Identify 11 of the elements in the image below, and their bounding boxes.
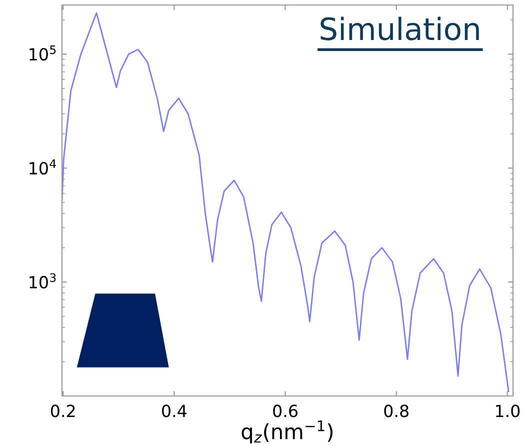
y-tick-label: 10$^{4}$ <box>30 159 56 175</box>
x-axis-title: q$_{z}$(nm$^{−1}$) <box>242 420 333 444</box>
x-tick-label: 0.2 <box>50 404 75 418</box>
x-tick-label: 0.6 <box>273 404 298 418</box>
y-tick-label: 10$^{5}$ <box>30 45 56 61</box>
annotation: Simulation <box>320 16 479 40</box>
x-tick-label: 1.0 <box>496 404 520 418</box>
y-tick-label: 10$^{3}$ <box>30 273 56 288</box>
x-tick-label: 0.4 <box>162 404 187 418</box>
x-tick-label: 0.8 <box>384 404 408 418</box>
line-series <box>62 12 510 392</box>
